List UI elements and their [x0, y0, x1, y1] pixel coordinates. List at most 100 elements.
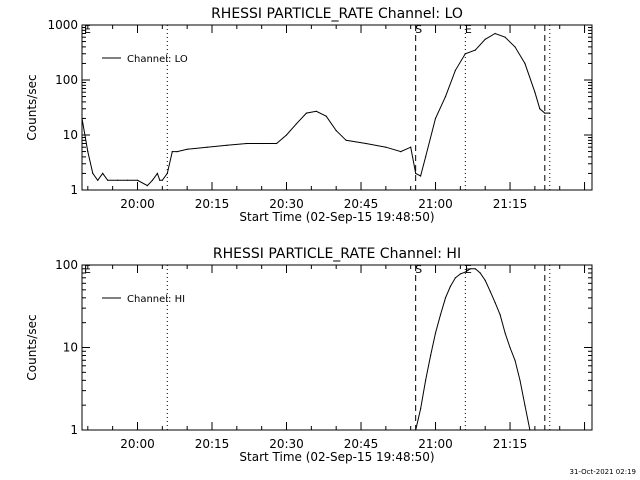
- panel-2-data-point: [439, 314, 442, 316]
- panel-2-data-point: [509, 346, 511, 349]
- panel-1-data-point: [146, 185, 148, 187]
- panel-1-data-point: [539, 108, 541, 110]
- panel-1-data-point: [107, 179, 109, 181]
- panel-1-data-point: [315, 110, 317, 112]
- panel-2-y-tick-label: 10: [63, 341, 78, 355]
- panel-1-data-point: [549, 112, 551, 114]
- panel-1-data-point: [276, 142, 278, 145]
- panel-2-x-tick-label: 20:30: [269, 437, 304, 451]
- panel-1-data-point: [425, 156, 427, 158]
- panel-1-data-point: [151, 179, 153, 181]
- panel-1-data-point: [81, 117, 83, 119]
- panel-2-data-point: [434, 332, 437, 334]
- panel-2-data-point: [504, 332, 506, 334]
- panel-2-marker-label: S: [415, 263, 422, 276]
- panel-2-data-point: [459, 273, 461, 275]
- panel-1-data-point: [514, 46, 516, 48]
- panel-1-x-tick-label: 21:00: [418, 197, 453, 211]
- panel-1-data-point: [186, 148, 188, 150]
- panel-1-data-point: [102, 172, 104, 174]
- panel-1-data-point: [400, 151, 402, 153]
- panel-2-data-point: [420, 408, 422, 410]
- panel-2-data-point: [430, 354, 432, 357]
- panel-2-frame: [81, 264, 593, 431]
- panel-2-series-line: [415, 268, 531, 430]
- panel-1-data-point: [524, 62, 526, 64]
- panel-2-data-point: [479, 272, 481, 274]
- panel-1-data-point: [161, 179, 163, 181]
- panel-1-data-point: [295, 123, 297, 125]
- panel-2-y-tick-label: 1: [70, 423, 78, 437]
- panel-1-data-point: [97, 179, 99, 181]
- panel-1-marker-label: E: [465, 23, 472, 36]
- panel-2-x-axis-label: Start Time (02-Sep-15 19:48:50): [239, 450, 434, 464]
- panel-1-data-point: [365, 142, 367, 145]
- panel-1-data-point: [494, 32, 496, 35]
- panel-1-data-point: [261, 142, 263, 145]
- panel-1-data-point: [504, 36, 506, 38]
- panel-2-data-point: [464, 271, 466, 273]
- panel-1-legend-entry: Channel: LO: [127, 54, 188, 65]
- panel-1-frame: [81, 24, 593, 191]
- panel-2-data-point: [519, 379, 521, 381]
- panel-2-data-point: [524, 404, 526, 406]
- panel-1-y-tick-label: 10: [63, 128, 78, 142]
- panel-2-data-point: [529, 429, 531, 431]
- panel-2-x-tick-label: 21:15: [493, 437, 528, 451]
- panel-1-data-point: [206, 146, 208, 148]
- panel-1-data-point: [345, 139, 347, 141]
- panel-1-y-tick-label: 1: [70, 183, 78, 197]
- panel-1-data-point: [305, 112, 307, 114]
- panel-1-x-tick-label: 20:30: [269, 197, 304, 211]
- panel-1-x-tick-label: 20:15: [195, 197, 230, 211]
- panel-2-x-tick-label: 20:45: [344, 437, 379, 451]
- panel-2-data-point: [469, 268, 471, 270]
- panel-2-y-tick-label: 100: [55, 258, 78, 272]
- panel-1-data-point: [117, 179, 119, 181]
- panel-1-y-tick-label: 1000: [47, 18, 78, 32]
- panel-1-data-point: [246, 142, 248, 145]
- panel-2-x-tick-label: 21:00: [418, 437, 453, 451]
- panel-1-x-tick-label: 20:45: [344, 197, 379, 211]
- panel-2-data-point: [489, 290, 491, 292]
- panel-1-data-point: [444, 96, 447, 98]
- panel-1-data-point: [534, 91, 536, 93]
- panel-2-y-axis-label: Counts/sec: [25, 314, 39, 380]
- panel-1-data-point: [127, 179, 129, 181]
- panel-2-data-point: [514, 359, 516, 361]
- panel-2-data-point: [415, 429, 417, 431]
- panel-1-data-point: [171, 151, 173, 153]
- panel-1-data-point: [226, 144, 228, 146]
- panel-1-data-point: [464, 53, 466, 55]
- panel-1-data-point: [92, 172, 94, 174]
- panel-2-data-point: [449, 285, 451, 287]
- panel-1-data-point: [410, 146, 412, 148]
- panel-1-data-point: [166, 172, 168, 174]
- panel-1-title: RHESSI PARTICLE_RATE Channel: LO: [211, 6, 463, 22]
- panel-1-data-point: [159, 179, 161, 181]
- panel-1-data-point: [325, 115, 327, 117]
- panel-1-data-point: [156, 172, 158, 174]
- panel-2-data-point: [484, 279, 486, 281]
- panel-2-legend-entry: Channel: HI: [127, 294, 185, 305]
- panel-1-data-point: [484, 38, 486, 40]
- panel-1-data-point: [176, 151, 178, 153]
- panel-2-data-point: [425, 379, 427, 381]
- generated-timestamp: 31-Oct-2021 02:19: [570, 468, 636, 476]
- panel-1-x-tick-label: 21:15: [493, 197, 528, 211]
- panel-2-data-point: [454, 277, 456, 279]
- panel-2-corner-label: E: [84, 263, 91, 276]
- panel-1-data-point: [87, 151, 89, 153]
- panel-1-data-point: [420, 175, 422, 177]
- panel-1-data-point: [434, 117, 437, 119]
- panel-1-data-point: [385, 146, 387, 148]
- panel-1-data-point: [415, 172, 417, 174]
- panel-1-data-point: [285, 134, 288, 136]
- panel-1-y-axis-label: Counts/sec: [25, 74, 39, 140]
- panel-1-data-point: [544, 112, 546, 114]
- panel-2-data-point: [494, 302, 496, 304]
- panel-1-y-tick-label: 100: [55, 73, 78, 87]
- panel-2-x-tick-label: 20:00: [120, 437, 155, 451]
- panel-1-data-point: [474, 49, 476, 51]
